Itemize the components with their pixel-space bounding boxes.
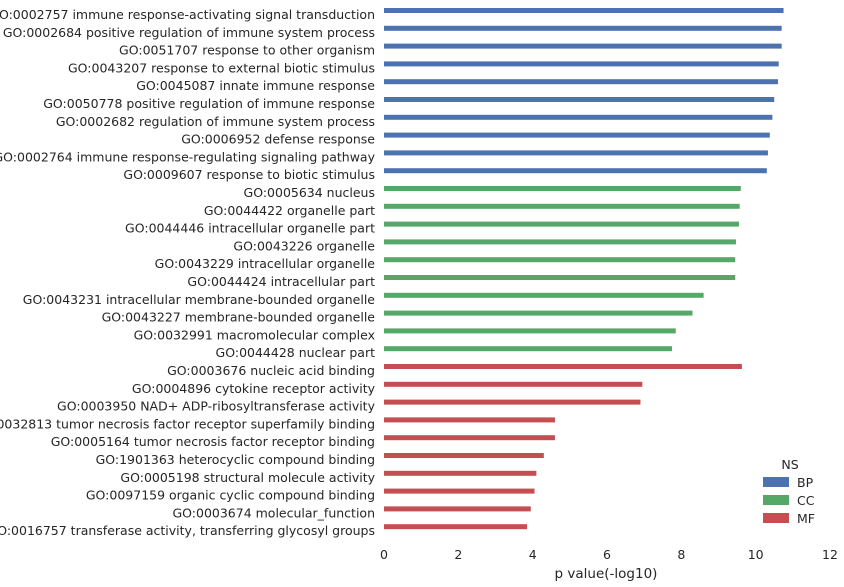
x-axis-label: p value(-log10) bbox=[555, 566, 658, 582]
bar-mf bbox=[384, 470, 537, 476]
category-label: GO:0002764 immune response-regulating si… bbox=[0, 149, 376, 164]
bar-cc bbox=[384, 328, 676, 334]
category-label: GO:0005198 structural molecule activity bbox=[120, 470, 375, 485]
bar-bp bbox=[384, 61, 779, 67]
x-tick-labels: 0 2 4 6 8 10 12 bbox=[380, 547, 838, 562]
bar-cc bbox=[384, 275, 736, 280]
legend-swatch-mf bbox=[763, 513, 789, 523]
bar-mf bbox=[384, 524, 528, 530]
x-tick-label: 4 bbox=[529, 547, 537, 562]
bar-bp bbox=[384, 97, 775, 102]
x-tick-label: 10 bbox=[748, 547, 764, 562]
bar-mf bbox=[384, 381, 643, 387]
category-label: GO:0002757 immune response-activating si… bbox=[0, 7, 375, 22]
category-label: GO:0002682 regulation of immune system p… bbox=[56, 114, 375, 129]
x-tick-label: 12 bbox=[822, 547, 838, 562]
category-label: GO:0043207 response to external biotic s… bbox=[68, 60, 375, 75]
category-label: GO:0003950 NAD+ ADP-ribosyltransferase a… bbox=[57, 399, 376, 414]
bar-bp bbox=[384, 79, 778, 85]
category-label: GO:0097159 organic cyclic compound bindi… bbox=[86, 488, 375, 503]
bar-mf bbox=[384, 364, 742, 369]
bar-bp bbox=[384, 8, 784, 13]
bar-mf bbox=[384, 453, 544, 458]
bar-bp bbox=[384, 132, 770, 138]
x-tick-label: 8 bbox=[677, 547, 685, 562]
legend-label-cc: CC bbox=[797, 493, 815, 508]
legend-swatch-bp bbox=[763, 477, 789, 487]
bar-bp bbox=[384, 168, 767, 174]
legend: NS BP CC MF bbox=[763, 457, 815, 526]
category-label: GO:0032813 tumor necrosis factor recepto… bbox=[0, 416, 375, 431]
category-label: GO:0004896 cytokine receptor activity bbox=[132, 381, 376, 396]
bar-cc bbox=[384, 292, 704, 298]
category-label: GO:0006952 defense response bbox=[181, 132, 375, 147]
category-label: GO:0044422 organelle part bbox=[204, 203, 375, 218]
category-labels: GO:0002757 immune response-activating si… bbox=[0, 7, 376, 538]
x-tick-label: 6 bbox=[603, 547, 611, 562]
bar-mf bbox=[384, 399, 641, 405]
legend-label-mf: MF bbox=[797, 511, 815, 526]
bar-bp bbox=[384, 150, 768, 156]
bar-mf bbox=[384, 506, 531, 512]
category-label: GO:0051707 response to other organism bbox=[119, 43, 375, 58]
bar-cc bbox=[384, 257, 736, 263]
bar-bp bbox=[384, 43, 782, 49]
bar-cc bbox=[384, 346, 673, 352]
category-label: GO:0003674 molecular_function bbox=[172, 505, 375, 520]
legend-label-bp: BP bbox=[797, 475, 814, 490]
category-label: GO:0005164 tumor necrosis factor recepto… bbox=[51, 434, 375, 449]
bar-mf bbox=[384, 417, 555, 423]
category-label: GO:0009607 response to biotic stimulus bbox=[123, 167, 375, 182]
bar-cc bbox=[384, 310, 693, 316]
category-label: GO:0043229 intracellular organelle bbox=[155, 256, 376, 271]
category-label: GO:0005634 nucleus bbox=[244, 185, 375, 200]
category-label: GO:0043227 membrane-bounded organelle bbox=[102, 310, 376, 325]
bar-cc bbox=[384, 221, 739, 227]
bar-bp bbox=[384, 114, 773, 120]
category-label: GO:0045087 innate immune response bbox=[136, 78, 375, 93]
bar-bp bbox=[384, 25, 782, 31]
category-label: GO:0044424 intracellular part bbox=[187, 274, 375, 289]
category-label: GO:1901363 heterocyclic compound binding bbox=[96, 452, 375, 467]
category-label: GO:0016757 transferase activity, transfe… bbox=[0, 523, 375, 538]
x-tick-label: 2 bbox=[454, 547, 462, 562]
legend-title: NS bbox=[781, 457, 798, 472]
bar-mf bbox=[384, 488, 535, 494]
bar-cc bbox=[384, 186, 741, 191]
category-label: GO:0002684 positive regulation of immune… bbox=[3, 25, 375, 40]
bar-mf bbox=[384, 435, 555, 441]
category-label: GO:0032991 macromolecular complex bbox=[134, 327, 375, 342]
category-label: GO:0003676 nucleic acid binding bbox=[167, 363, 375, 378]
bar-cc bbox=[384, 239, 736, 245]
bars-group bbox=[384, 8, 784, 530]
category-label: GO:0044446 intracellular organelle part bbox=[125, 221, 375, 236]
x-tick-label: 0 bbox=[380, 547, 388, 562]
legend-swatch-cc bbox=[763, 495, 789, 505]
category-label: GO:0043231 intracellular membrane-bounde… bbox=[23, 292, 376, 307]
category-label: GO:0043226 organelle bbox=[233, 238, 375, 253]
category-label: GO:0044428 nuclear part bbox=[216, 345, 376, 360]
bar-cc bbox=[384, 203, 740, 209]
category-label: GO:0050778 positive regulation of immune… bbox=[43, 96, 375, 111]
